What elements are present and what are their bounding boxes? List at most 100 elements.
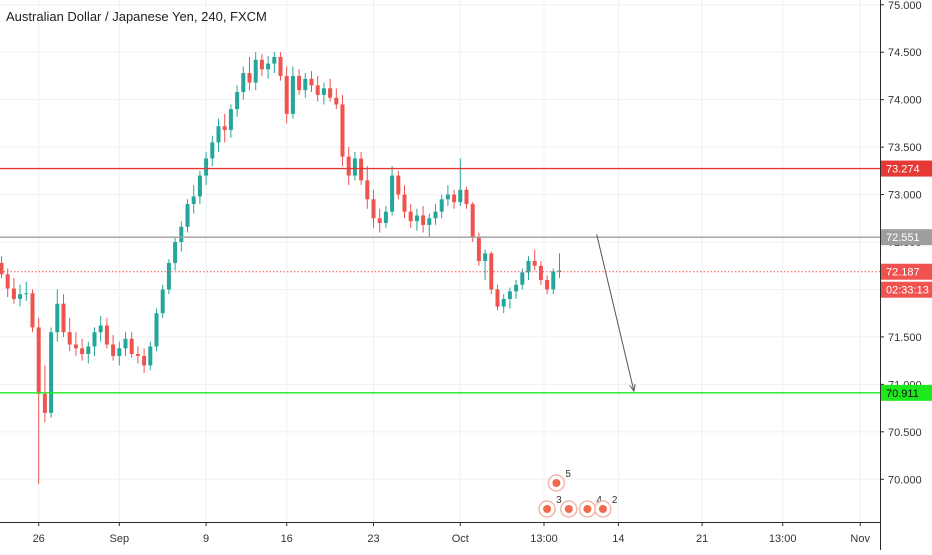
candle-body <box>235 92 240 110</box>
candle-body <box>507 291 512 299</box>
x-tick-label: 26 <box>33 533 45 545</box>
candle <box>315 75 320 102</box>
candle-body <box>321 88 326 95</box>
candle-body <box>166 262 171 290</box>
x-tick-label: 16 <box>281 533 293 545</box>
price-label-resistance: 73.274 <box>881 160 932 177</box>
candle <box>470 202 475 243</box>
candle <box>247 56 252 91</box>
candle-body <box>390 175 395 212</box>
x-tick-label: 9 <box>203 533 209 545</box>
candle <box>352 151 357 181</box>
candle-body <box>439 199 444 212</box>
event-markers: 5 3 4 2 <box>538 469 618 518</box>
current-price-label-text: 72.187 <box>886 267 920 279</box>
candle-body <box>129 338 134 355</box>
candle <box>104 317 109 349</box>
candle-body <box>501 298 506 307</box>
event-marker-dot <box>543 505 552 513</box>
candle-body <box>123 338 128 349</box>
candle-body <box>414 215 419 222</box>
candle-body <box>0 262 4 275</box>
candle-body <box>297 75 302 91</box>
event-marker-dot <box>598 505 607 513</box>
candle <box>73 332 78 356</box>
candle-body <box>104 325 109 345</box>
candle-body <box>67 332 72 345</box>
candle-body <box>538 265 543 280</box>
x-tick-label: 13:00 <box>769 533 797 545</box>
candle-body <box>148 346 153 366</box>
candle <box>452 189 457 209</box>
candle-body <box>210 142 215 159</box>
grid-lines <box>0 0 880 522</box>
candle <box>476 232 481 266</box>
candle-body <box>18 294 23 299</box>
event-marker-dot <box>552 479 561 487</box>
candle <box>142 348 147 373</box>
event-marker-label: 4 <box>596 495 602 506</box>
candle-body <box>532 261 537 266</box>
candle <box>483 249 488 280</box>
candle-body <box>383 211 388 224</box>
candle <box>0 256 4 279</box>
x-tick-label: 21 <box>696 533 708 545</box>
candle <box>321 82 326 105</box>
candle-body <box>365 180 370 200</box>
candle-body <box>117 348 122 356</box>
candle <box>98 316 103 342</box>
candle-body <box>557 270 562 272</box>
candle <box>42 365 47 423</box>
candle <box>111 335 116 361</box>
y-tick-label: 71.500 <box>888 332 922 344</box>
candle-body <box>352 158 357 176</box>
candle <box>5 268 10 298</box>
candle <box>309 71 314 93</box>
candle-body <box>458 189 463 203</box>
candle-body <box>551 271 556 290</box>
y-tick-label: 74.000 <box>888 95 922 107</box>
candle <box>340 94 345 167</box>
price-label-support-text: 70.911 <box>886 388 919 400</box>
projection-arrow-line <box>596 234 635 392</box>
candle-body <box>49 332 54 413</box>
current-price-label-bg <box>881 263 932 280</box>
candle <box>278 52 283 81</box>
candle <box>117 341 122 366</box>
candle-body <box>377 218 382 224</box>
candle <box>11 278 16 304</box>
candle-body <box>197 175 202 197</box>
candle-body <box>464 189 469 205</box>
candle-body <box>216 126 221 143</box>
candle <box>67 317 72 352</box>
candle <box>514 279 519 299</box>
candle <box>191 185 196 214</box>
candle <box>538 261 543 285</box>
candle-body <box>11 288 16 299</box>
candle <box>129 332 134 358</box>
candle-body <box>359 158 364 181</box>
candle <box>216 118 221 152</box>
candle-body <box>470 204 475 238</box>
y-tick-label: 70.000 <box>888 474 922 486</box>
candle <box>123 332 128 356</box>
candle-body <box>61 303 66 333</box>
candle-body <box>98 325 103 333</box>
candle <box>557 253 562 279</box>
candle <box>383 205 388 228</box>
price-label-resistance-text: 73.274 <box>886 164 920 176</box>
candle-body <box>309 78 314 86</box>
candle-body <box>402 194 407 212</box>
candle <box>173 237 178 271</box>
event-marker: 5 <box>547 469 571 492</box>
candle-body <box>315 85 320 95</box>
candle <box>179 221 184 252</box>
candle <box>303 73 308 98</box>
candle <box>377 208 382 233</box>
candle <box>334 88 339 110</box>
candle <box>92 327 97 356</box>
candle <box>501 294 506 314</box>
